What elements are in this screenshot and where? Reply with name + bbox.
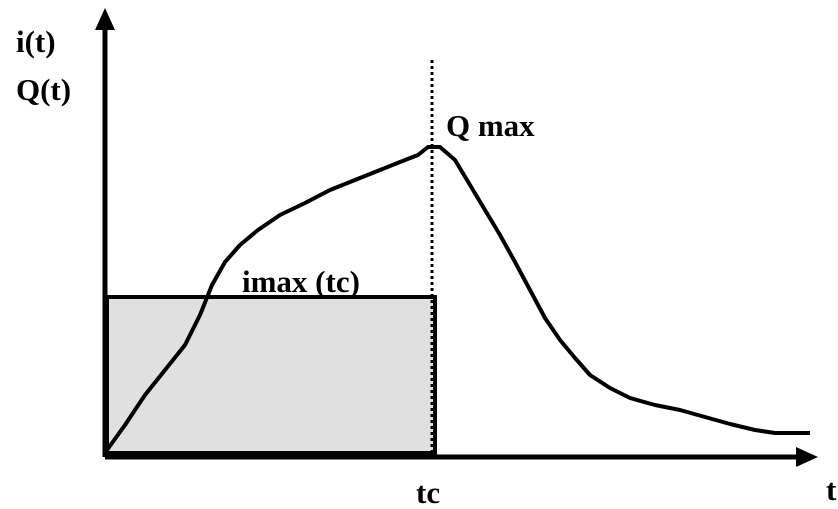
rational-rectangle: [105, 295, 437, 455]
y-label-q: Q(t): [16, 72, 71, 107]
y-label-i: i(t): [16, 24, 56, 59]
hydrograph-curve: [105, 145, 810, 452]
imax-label: imax (tc): [242, 264, 360, 299]
y-axis-arrow: [95, 8, 115, 30]
tc-label: tc: [416, 475, 440, 509]
qmax-label: Q max: [446, 108, 535, 143]
x-label: t: [826, 472, 837, 507]
x-axis-arrow: [796, 447, 818, 467]
